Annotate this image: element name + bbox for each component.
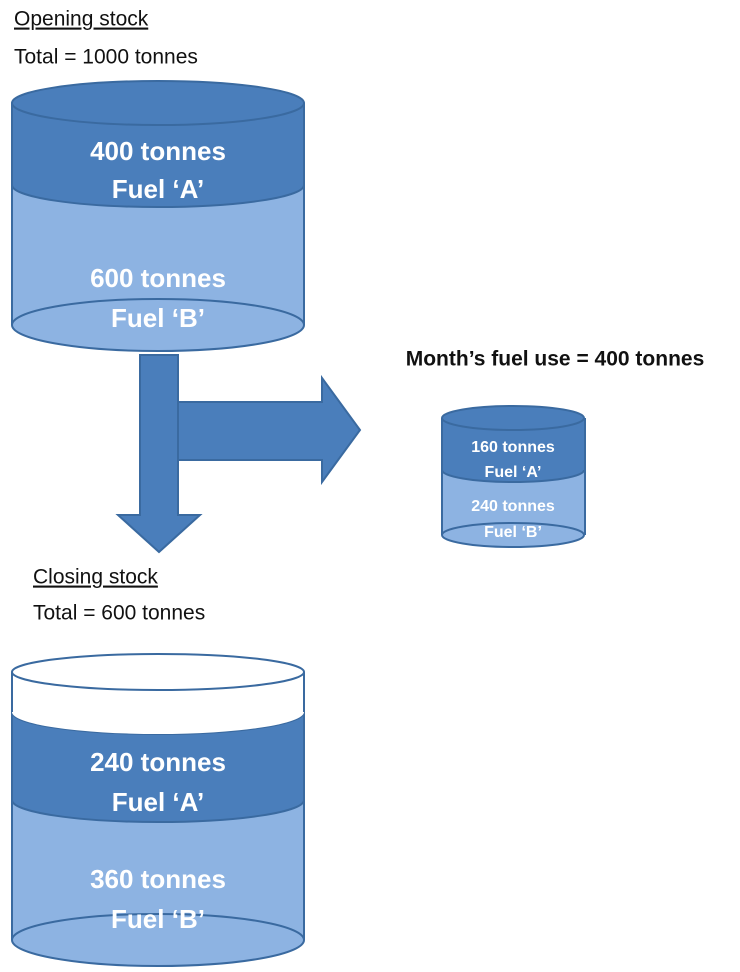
fuel-a-label: Fuel ‘A’ bbox=[112, 174, 204, 204]
fuel-a-amount: 400 tonnes bbox=[90, 136, 226, 166]
closing-fuel-b-label: Fuel ‘B’ bbox=[111, 904, 205, 934]
closing-total: Total = 600 tonnes bbox=[33, 602, 205, 625]
closing-fuel-a-label: Fuel ‘A’ bbox=[112, 787, 204, 817]
diagram: Opening stock Total = 1000 tonnes 400 to… bbox=[0, 0, 740, 972]
right-arrow bbox=[178, 378, 360, 482]
closing-fuel-a-amount: 240 tonnes bbox=[90, 747, 226, 777]
usage-fuel-a-amount: 160 tonnes bbox=[471, 439, 555, 456]
usage-fuel-b-label: Fuel ‘B’ bbox=[484, 524, 542, 541]
closing-title: Closing stock bbox=[33, 566, 158, 589]
usage-fuel-a-label: Fuel ‘A’ bbox=[485, 464, 542, 481]
fuel-b-amount: 600 tonnes bbox=[90, 263, 226, 293]
closing-fuel-b-amount: 360 tonnes bbox=[90, 864, 226, 894]
usage-title: Month’s fuel use = 400 tonnes bbox=[406, 348, 705, 371]
opening-title: Opening stock bbox=[14, 8, 149, 31]
fuel-b-label: Fuel ‘B’ bbox=[111, 303, 205, 333]
usage-fuel-b-amount: 240 tonnes bbox=[471, 498, 555, 515]
opening-total: Total = 1000 tonnes bbox=[14, 46, 198, 69]
